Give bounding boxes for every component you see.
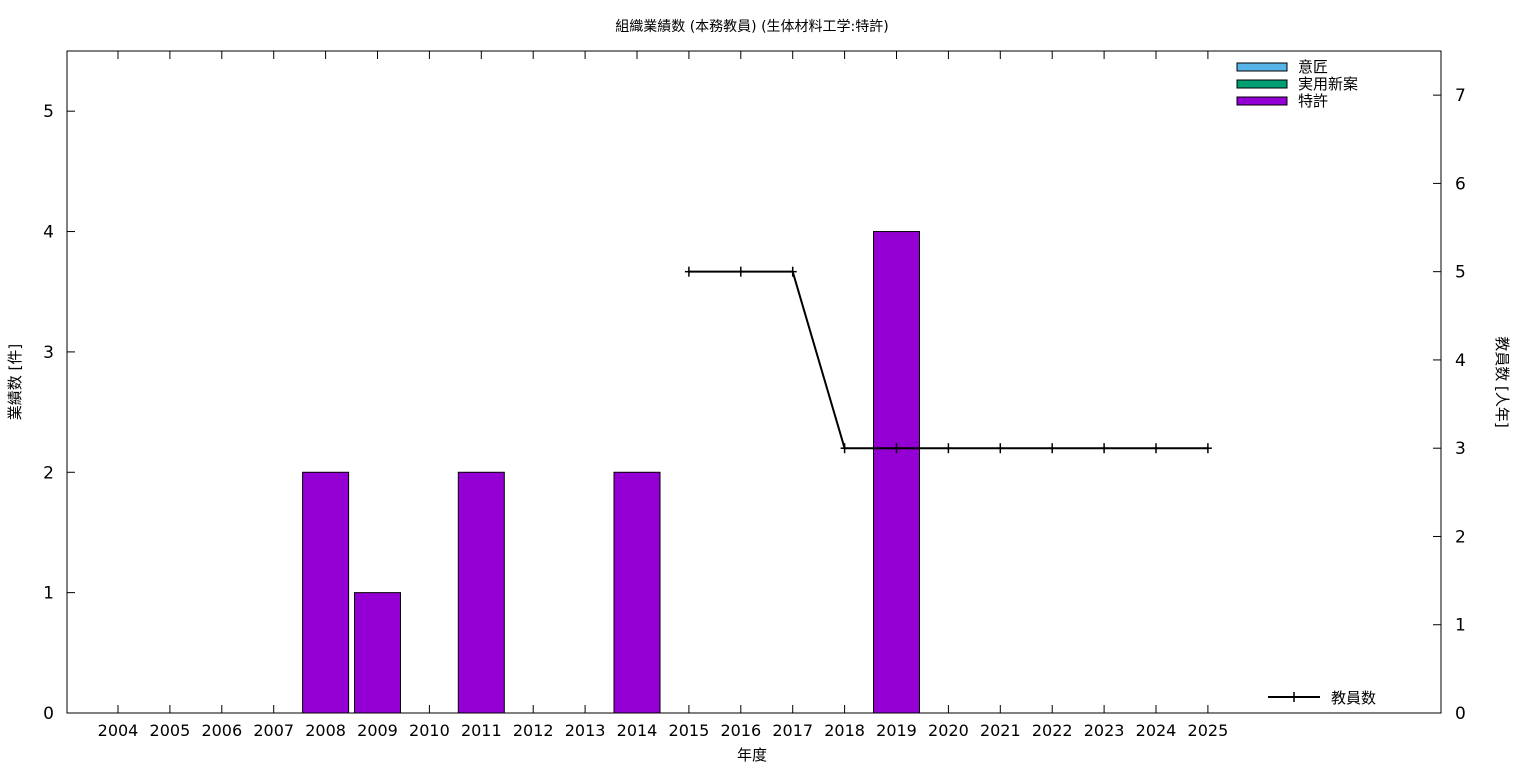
legend-label: 実用新案 [1298, 75, 1358, 93]
y2-tick-label: 3 [1455, 439, 1466, 459]
bar [457, 471, 505, 714]
line-series [688, 270, 1208, 450]
bar [613, 471, 661, 714]
x-tick-label: 2017 [772, 721, 813, 740]
x-axis-label: 年度 [737, 746, 767, 764]
y-tick-label: 1 [43, 584, 54, 604]
x-tick-label: 2011 [461, 721, 502, 740]
x-tick-label: 2008 [305, 721, 346, 740]
x-tick-label: 2014 [617, 721, 658, 740]
x-tick-label: 2025 [1188, 721, 1229, 740]
y-tick-label: 0 [43, 704, 54, 724]
y2-axis-label: 教員数 [人年] [1493, 336, 1511, 427]
y2-tick-label: 0 [1455, 704, 1466, 724]
legend-label: 教員数 [1331, 689, 1376, 707]
x-tick-label: 2005 [150, 721, 191, 740]
legend-swatch [1236, 79, 1288, 89]
x-tick-label: 2015 [669, 721, 710, 740]
x-tick-label: 2019 [876, 721, 917, 740]
x-tick-label: 2023 [1084, 721, 1125, 740]
x-tick-label: 2012 [513, 721, 554, 740]
y-axis-label: 業績数 [件] [6, 344, 24, 420]
y2-tick-label: 6 [1455, 174, 1466, 194]
x-tick-label: 2021 [980, 721, 1021, 740]
x-tick-label: 2013 [565, 721, 606, 740]
y2-tick-label: 1 [1455, 616, 1466, 636]
y2-tick-label: 4 [1455, 351, 1466, 371]
chart-title: 組織業績数 (本務教員) (生体材料工学:特許) [615, 19, 888, 35]
x-tick-label: 2024 [1136, 721, 1177, 740]
x-tick-label: 2006 [201, 721, 242, 740]
x-tick-label: 2007 [253, 721, 294, 740]
x-tick-label: 2009 [357, 721, 398, 740]
bar [873, 231, 920, 714]
legend-label: 意匠 [1298, 58, 1328, 76]
y2-tick-label: 7 [1455, 86, 1466, 106]
plot-border [66, 50, 1442, 714]
bar [354, 592, 401, 714]
x-tick-label: 2004 [98, 721, 139, 740]
legend-swatch [1236, 96, 1288, 106]
y-tick-label: 3 [43, 343, 54, 363]
legend-swatch [1236, 62, 1288, 72]
x-tick-label: 2010 [409, 721, 450, 740]
bar [302, 471, 350, 714]
y-tick-label: 4 [43, 223, 54, 243]
legend-label: 特許 [1298, 92, 1328, 110]
x-tick-label: 2020 [928, 721, 969, 740]
plot-area: 0 1 2 3 4 5 0 1 2 3 4 5 6 7 2004 2005 2006 2007 2008 2009 20… [43, 51, 1466, 740]
y2-tick-label: 2 [1455, 527, 1466, 547]
x-tick-label: 2016 [720, 721, 761, 740]
y-tick-label: 5 [43, 102, 54, 122]
x-tick-label: 2022 [1032, 721, 1073, 740]
y-tick-label: 2 [43, 463, 54, 483]
y2-tick-label: 5 [1455, 263, 1466, 283]
x-tick-label: 2018 [824, 721, 865, 740]
